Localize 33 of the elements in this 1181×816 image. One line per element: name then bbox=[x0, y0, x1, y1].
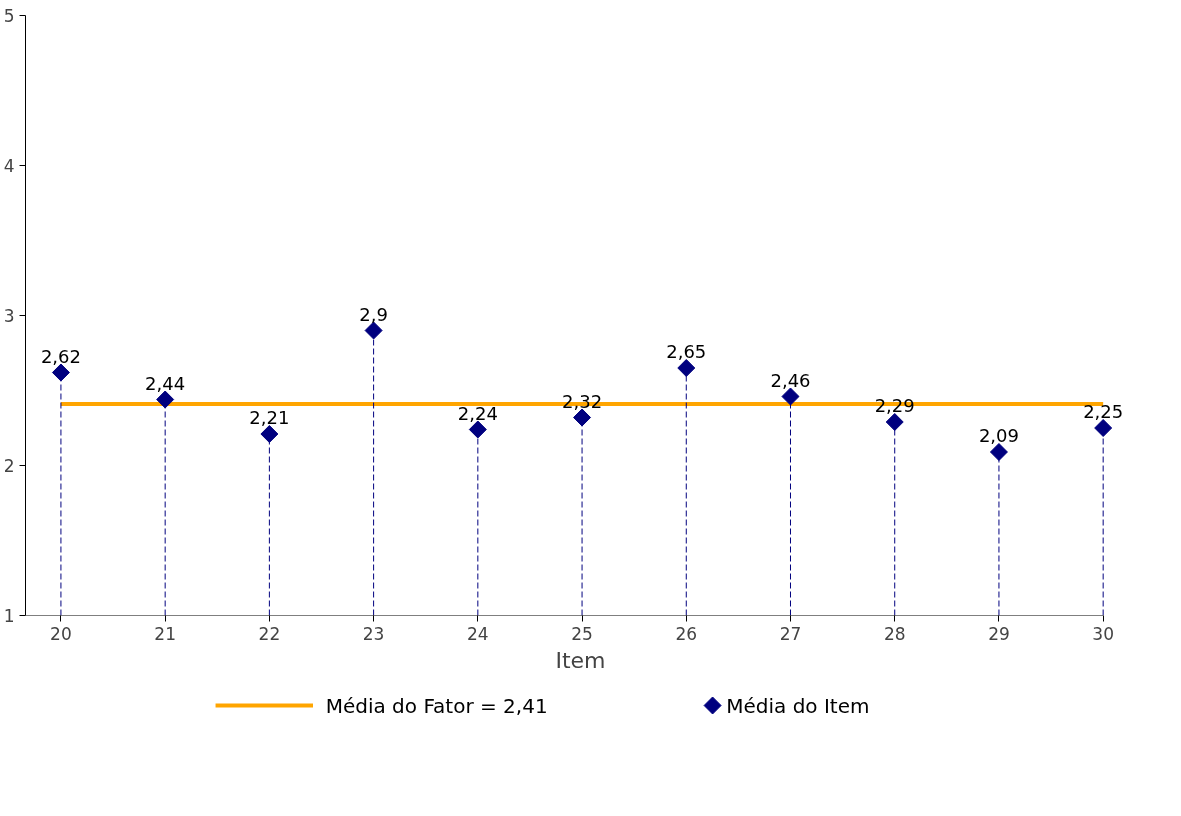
x-tick-label: 29 bbox=[988, 623, 1010, 644]
data-label: 2,46 bbox=[770, 369, 811, 391]
x-tick-label: 21 bbox=[154, 623, 176, 644]
data-label: 2,9 bbox=[359, 303, 388, 325]
x-tick-label: 27 bbox=[779, 623, 802, 644]
legend-label: Média do Item bbox=[726, 693, 870, 718]
data-label: 2,09 bbox=[978, 425, 1019, 446]
y-tick-label: 2 bbox=[3, 456, 15, 476]
x-tick-label: 26 bbox=[675, 623, 698, 644]
x-axis-title: Item bbox=[555, 647, 606, 673]
y-tick-label: 4 bbox=[3, 156, 15, 176]
point bbox=[260, 425, 279, 443]
x-tick-label: 23 bbox=[362, 623, 385, 644]
y-tick-label: 3 bbox=[3, 306, 15, 326]
data-label: 2,44 bbox=[145, 372, 186, 394]
y-tick-label: 1 bbox=[3, 606, 15, 626]
x-tick-label: 30 bbox=[1092, 623, 1114, 644]
data-label: 2,21 bbox=[249, 407, 290, 428]
x-tick-label: 28 bbox=[883, 623, 906, 644]
y-tick-label: 5 bbox=[3, 6, 15, 26]
legend-label: Média do Fator = 2,41 bbox=[325, 693, 548, 718]
x-tick-label: 24 bbox=[467, 623, 489, 644]
point bbox=[1094, 419, 1113, 437]
x-tick-label: 22 bbox=[258, 623, 281, 644]
x-tick-label: 25 bbox=[571, 623, 593, 644]
data-label: 2,25 bbox=[1083, 401, 1124, 422]
data-label: 2,24 bbox=[457, 402, 498, 424]
point bbox=[885, 413, 904, 431]
point bbox=[677, 359, 696, 377]
point bbox=[989, 443, 1008, 461]
data-label: 2,62 bbox=[40, 345, 81, 367]
x-tick-label: 20 bbox=[50, 623, 72, 644]
data-label: 2,65 bbox=[666, 341, 707, 362]
